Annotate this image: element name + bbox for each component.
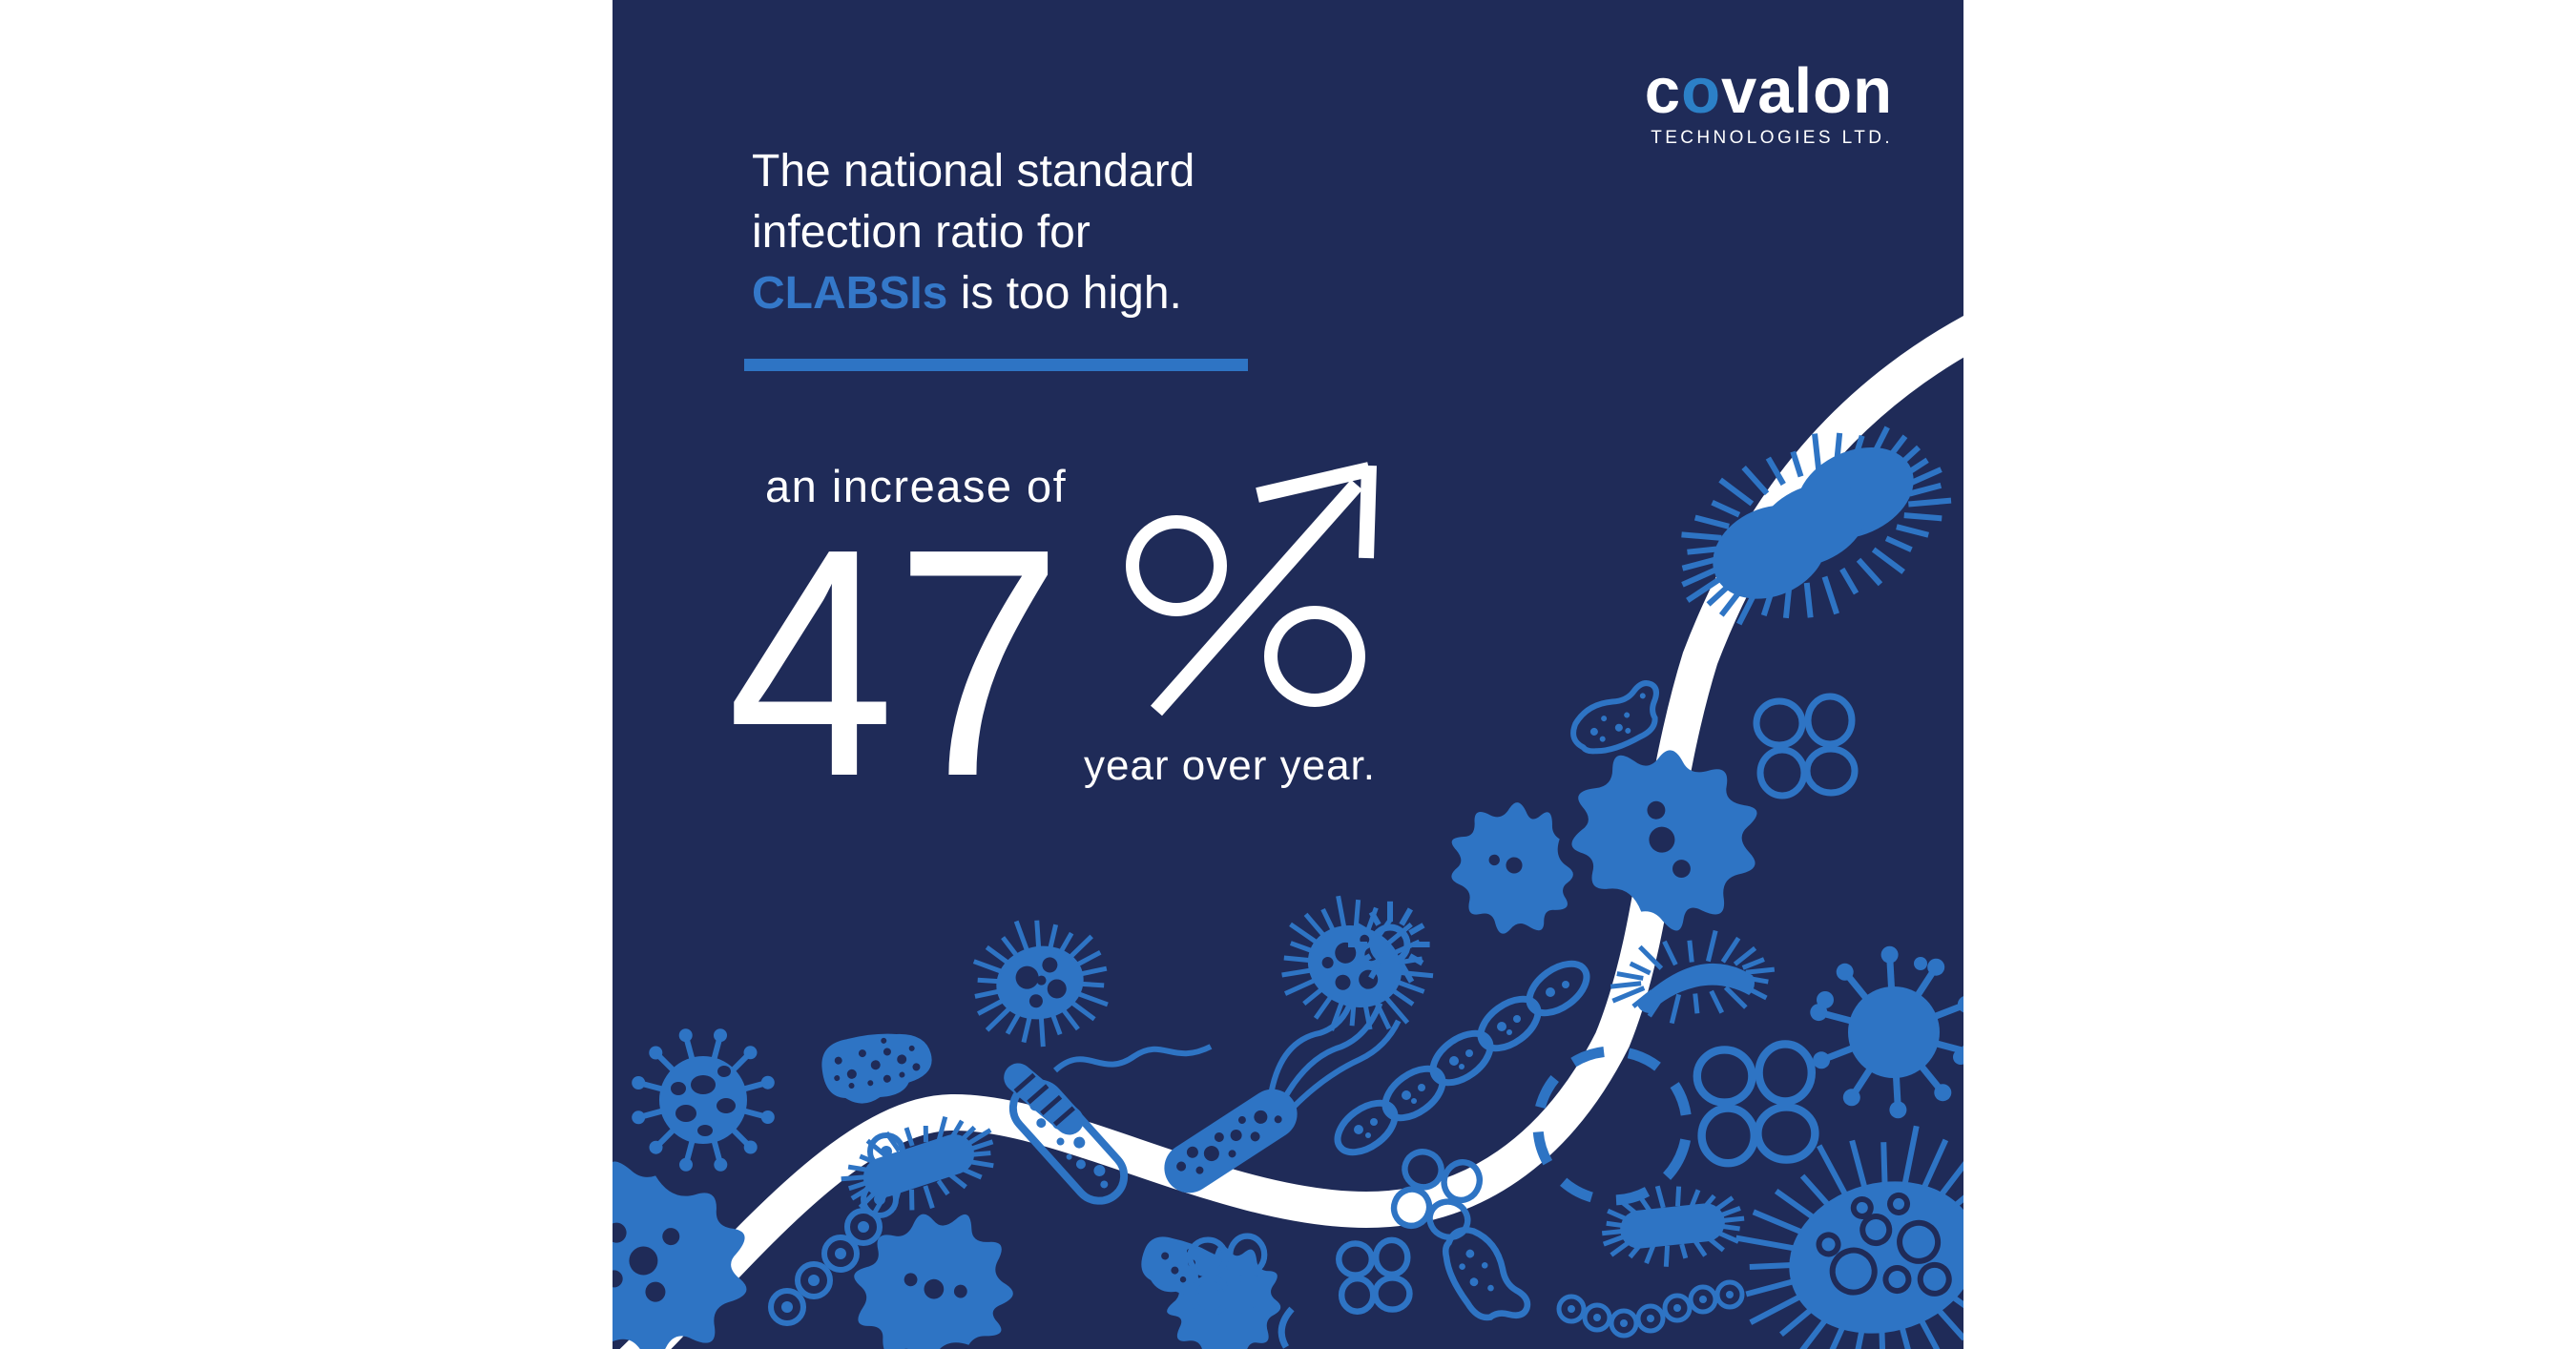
fish-microbe-icon xyxy=(1570,680,1659,755)
covalon-logo: covalon TECHNOLOGIES LTD. xyxy=(1645,59,1893,149)
spiky-egg-icon xyxy=(972,920,1109,1048)
cocci-cluster-icon xyxy=(1753,693,1859,799)
accent-divider xyxy=(744,359,1248,371)
cocci-cluster-icon xyxy=(1187,1233,1270,1317)
arc-decoration xyxy=(1278,1306,1295,1349)
hairy-cell-icon xyxy=(1735,1125,1963,1349)
oval-cell-chain-icon xyxy=(1334,960,1590,1156)
logo-subtitle: TECHNOLOGIES LTD. xyxy=(1651,128,1893,148)
navy-panel: 47 covalon TECHNOLOGIES LTD. The nationa… xyxy=(613,0,1963,1349)
clabsi-highlight: CLABSIs xyxy=(752,268,948,319)
amoeba-splat-icon xyxy=(1571,750,1757,931)
cocci-cluster-icon xyxy=(1390,1149,1484,1240)
flagellated-rod-icon xyxy=(1164,987,1402,1193)
stat-lead-in: an increase of xyxy=(765,461,1068,511)
headline-line2: infection ratio for xyxy=(752,207,1091,258)
percent-arrow-icon xyxy=(1126,462,1377,716)
amoeba-splat-icon xyxy=(1451,802,1573,934)
stat-value: 47 xyxy=(727,482,1063,844)
stat-suffix: year over year. xyxy=(1083,742,1376,789)
amoeba-splat-icon xyxy=(613,1161,747,1349)
spiny-caterpillar-icon xyxy=(1610,929,1776,1025)
cocci-cluster-icon xyxy=(1336,1236,1413,1315)
large-hairy-bacterium-icon xyxy=(1681,425,1952,626)
amoeba-splat-icon xyxy=(854,1214,1013,1349)
virus-ball-icon xyxy=(1810,945,1963,1119)
headline: The national standard infection ratio fo… xyxy=(752,141,1195,324)
microbe-illustration: 47 xyxy=(613,316,1963,1349)
dotted-blob-icon xyxy=(821,1033,932,1104)
headline-line1: The national standard xyxy=(752,146,1195,197)
cocci-cluster-icon xyxy=(1693,1040,1819,1168)
covalon-wordmark: covalon xyxy=(1644,55,1893,127)
spiky-egg-icon xyxy=(1281,895,1434,1031)
dashed-circle-icon xyxy=(1532,1046,1693,1206)
hairy-rod-icon xyxy=(841,1115,994,1216)
spiky-sun-icon xyxy=(1348,901,1430,986)
logo-o-accent: o xyxy=(1681,55,1721,127)
cocci-dot-chain-icon xyxy=(1556,1279,1745,1339)
headline-line3: CLABSIs is too high. xyxy=(752,268,1182,319)
hairy-rod-icon xyxy=(1601,1185,1745,1267)
fish-microbe-icon xyxy=(1442,1226,1531,1321)
spirochete-worm-icon xyxy=(1004,1044,1213,1135)
coronavirus-icon xyxy=(632,1028,775,1172)
